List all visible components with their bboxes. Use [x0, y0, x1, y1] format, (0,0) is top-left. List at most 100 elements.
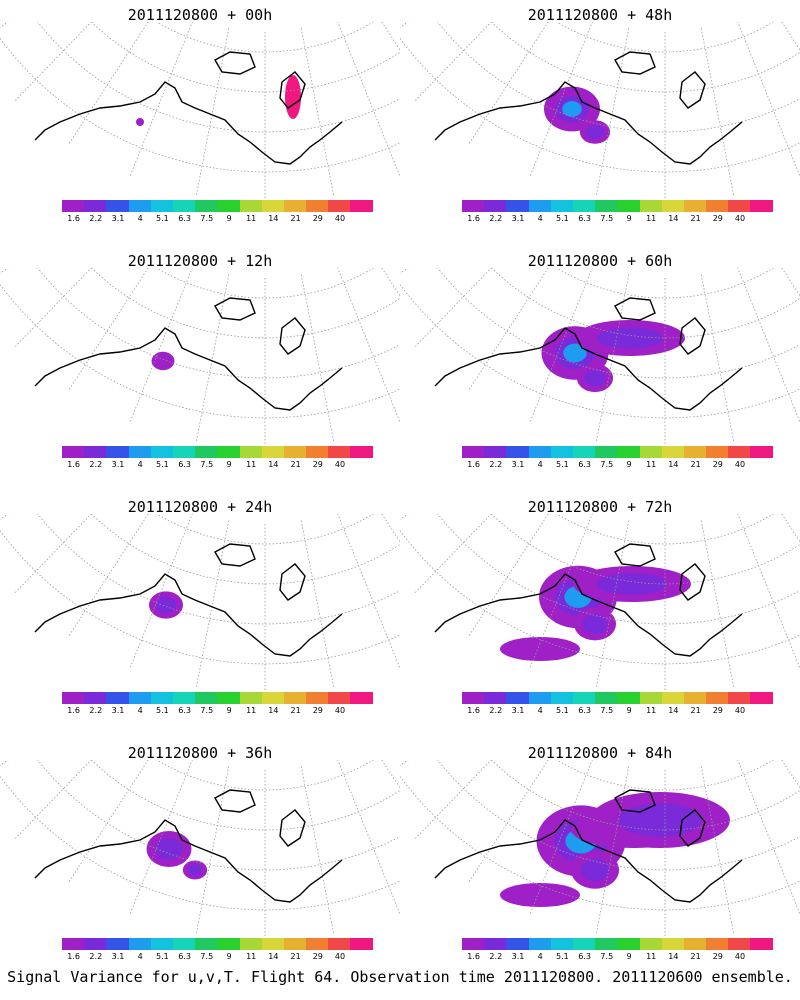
colorbar-swatch [572, 938, 596, 950]
colorbar-swatch [528, 692, 551, 704]
coastline [434, 789, 743, 903]
meridian-line [700, 274, 735, 442]
colorbar-swatch [506, 446, 529, 458]
colorbar-swatch [550, 938, 573, 950]
colorbar-swatch [484, 938, 507, 950]
colorbar-tick-label: 29 [712, 706, 723, 715]
colorbar-tick-label: 5.1 [156, 706, 169, 715]
meridian-line [781, 22, 800, 51]
meridian-line [68, 22, 149, 145]
latitude-line [90, 268, 400, 339]
colorbar-labels: 1.6 2.2 3.1 4 5.1 6.3 7.5 9 11 14 21 29 40 [450, 952, 770, 964]
meridian-line [0, 514, 9, 521]
colorbar-swatch [661, 446, 684, 458]
meridian-line [468, 514, 549, 637]
colorbar-swatch [728, 938, 751, 950]
colorbar-tick-label: 3.1 [111, 952, 125, 961]
colorbar-swatch [84, 200, 107, 212]
colorbar-tick-label: 3.1 [111, 214, 125, 223]
meridian-line [781, 268, 800, 297]
colorbar-swatch [150, 446, 173, 458]
variance-blob [500, 637, 580, 661]
colorbar-swatch [595, 938, 618, 950]
latitude-line [156, 268, 374, 299]
colorbar [62, 692, 373, 704]
colorbar-swatch [195, 938, 218, 950]
colorbar-tick-label: 6.3 [578, 706, 591, 715]
meridian-line [381, 22, 400, 51]
colorbar-tick-label: 5.1 [156, 214, 169, 223]
colorbar-swatch [261, 938, 284, 950]
meridian-line [337, 22, 400, 176]
colorbar-tick-label: 14 [668, 706, 679, 715]
latitude-line [156, 760, 374, 791]
variance-blob [584, 369, 606, 387]
colorbar-swatch [84, 692, 107, 704]
colorbar-swatch [195, 200, 218, 212]
meridian-line [781, 760, 800, 789]
colorbar-swatch [706, 446, 729, 458]
colorbar-labels: 1.6 2.2 3.1 4 5.1 6.3 7.5 9 11 14 21 29 40 [50, 460, 370, 472]
colorbar-swatch [62, 200, 85, 212]
colorbar-swatch [484, 200, 507, 212]
colorbar [462, 938, 773, 950]
meridian-line [68, 760, 149, 883]
meridian-line [414, 760, 492, 840]
colorbar-labels: 1.6 2.2 3.1 4 5.1 6.3 7.5 9 11 14 21 29 40 [450, 460, 770, 472]
colorbar-swatch [706, 938, 729, 950]
colorbar-tick-label: 5.1 [556, 214, 569, 223]
meridian-line [0, 268, 9, 275]
colorbar-tick-label: 2.2 [89, 952, 103, 961]
latitude-line [490, 268, 800, 339]
latitude-line [490, 760, 800, 831]
meridian-line [400, 760, 409, 767]
map-plot [400, 268, 800, 448]
colorbar-tick-label: 9 [626, 706, 632, 715]
variance-blob [585, 124, 605, 140]
colorbar-tick-label: 9 [626, 952, 632, 961]
colorbar-tick-label: 7.5 [200, 952, 214, 961]
meridian-line [0, 760, 9, 767]
colorbar-tick-label: 7.5 [600, 214, 614, 223]
colorbar-swatch [172, 446, 196, 458]
colorbar-tick-label: 3.1 [511, 460, 525, 469]
colorbar-swatch [683, 446, 707, 458]
colorbar-swatch [462, 692, 485, 704]
variance-blob [500, 883, 580, 907]
colorbar-tick-label: 7.5 [200, 460, 214, 469]
colorbar-swatch [572, 200, 596, 212]
colorbar-tick-label: 29 [312, 460, 323, 469]
colorbar-swatch [150, 200, 173, 212]
colorbar-tick-label: 11 [646, 214, 657, 223]
panel-title: 2011120800 + 00h [127, 6, 273, 24]
colorbar-tick-label: 5.1 [556, 460, 569, 469]
colorbar-swatch [750, 200, 773, 212]
coastline [34, 297, 343, 411]
map-plot [0, 760, 400, 940]
colorbar-tick-label: 40 [734, 706, 746, 715]
latitude-line [90, 760, 400, 831]
variance-blob [155, 838, 183, 860]
colorbar-tick-label: 14 [668, 214, 679, 223]
colorbar-swatch [661, 938, 684, 950]
colorbar-tick-label: 2.2 [89, 460, 103, 469]
colorbar-swatch [106, 200, 129, 212]
colorbar-tick-label: 5.1 [156, 460, 169, 469]
meridian-line [195, 766, 230, 934]
colorbar-swatch [706, 692, 729, 704]
panel-title: 2011120800 + 36h [127, 744, 273, 762]
colorbar [62, 200, 373, 212]
latitude-line [0, 37, 400, 173]
meridian-line [129, 22, 193, 176]
colorbar-swatch [462, 446, 485, 458]
colorbar-tick-label: 2.2 [489, 214, 503, 223]
colorbar-swatch [506, 200, 529, 212]
figure-caption: Signal Variance for u,v,T. Flight 64. Ob… [7, 968, 793, 986]
colorbar-swatch [350, 200, 373, 212]
colorbar-tick-label: 9 [226, 460, 232, 469]
colorbar-tick-label: 9 [226, 706, 232, 715]
colorbar-swatch [550, 200, 573, 212]
colorbar-labels: 1.6 2.2 3.1 4 5.1 6.3 7.5 9 11 14 21 29 40 [450, 214, 770, 226]
panel-title: 2011120800 + 72h [527, 498, 673, 516]
colorbar-swatch [528, 446, 551, 458]
